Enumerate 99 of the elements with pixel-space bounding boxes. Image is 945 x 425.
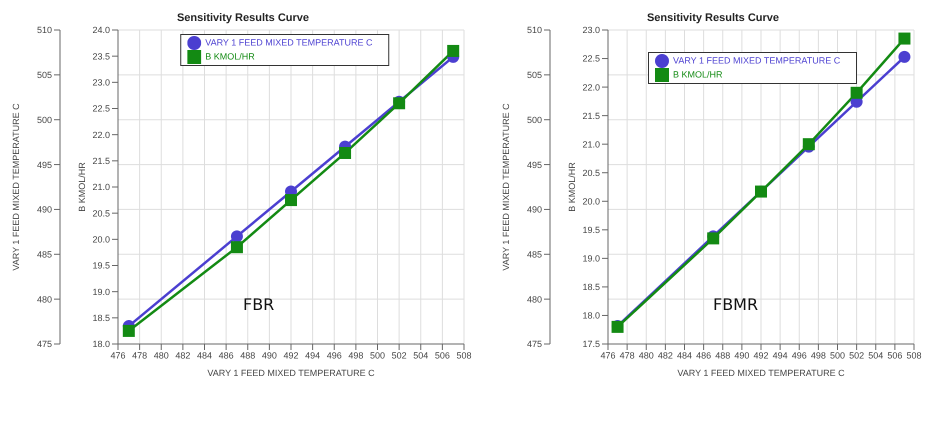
y-tick-label: 490 (526, 204, 542, 215)
y2-tick-label: 19.0 (92, 286, 110, 297)
y2-tick-label: 21.5 (582, 110, 600, 121)
x-tick-label: 496 (792, 350, 807, 360)
x-tick-label: 478 (620, 350, 635, 360)
chart-title: Sensitivity Results Curve (646, 12, 780, 24)
x-tick-label: 506 (434, 350, 450, 360)
y-tick-label: 475 (526, 339, 542, 350)
x-tick-label: 484 (676, 350, 692, 360)
x-tick-label: 486 (696, 350, 712, 360)
y-tick-label: 490 (36, 204, 52, 215)
x-tick-label: 500 (370, 350, 386, 360)
y2-tick-label: 19.0 (582, 254, 600, 264)
x-tick-label: 488 (240, 350, 256, 360)
y-axis-title: VARY 1 FEED MIXED TEMPERATURE C (501, 102, 512, 271)
y2-tick-label: 18.5 (582, 282, 600, 292)
y2-tick-label: 22.5 (92, 104, 110, 114)
y2-tick-label: 24.0 (92, 25, 110, 36)
point (339, 146, 352, 159)
x-tick-label: 504 (868, 350, 884, 360)
y2-axis-title: B KMOL/HR (567, 162, 578, 212)
y2-tick-label: 17.5 (582, 339, 600, 350)
legend-label: VARY 1 FEED MIXED TEMPERATURE C (205, 37, 372, 48)
y2-tick-label: 23.5 (92, 51, 110, 62)
x-tick-label: 504 (413, 350, 428, 360)
y2-tick-label: 20.0 (582, 196, 600, 206)
x-tick-label: 508 (906, 350, 922, 360)
y-axis-title: VARY 1 FEED MIXED TEMPERATURE C (11, 102, 22, 271)
y-tick-label: 495 (526, 160, 542, 170)
annotation: FBR (243, 295, 274, 314)
y-tick-label: 510 (36, 25, 52, 36)
x-tick-label: 486 (218, 350, 234, 360)
legend-label: B KMOL/HR (673, 69, 723, 80)
y-tick-label: 495 (36, 160, 52, 170)
y-tick-label: 505 (526, 70, 542, 80)
y-tick-label: 500 (526, 114, 542, 125)
point (230, 241, 243, 254)
x-tick-label: 492 (753, 350, 769, 360)
y2-tick-label: 18.0 (582, 310, 600, 321)
y2-tick-label: 20.5 (582, 168, 600, 178)
x-tick-label: 508 (456, 350, 472, 360)
y2-axis-title: B KMOL/HR (77, 162, 88, 212)
x-tick-label: 488 (715, 350, 730, 360)
x-tick-label: 502 (392, 350, 407, 360)
y-tick-label: 485 (526, 249, 542, 260)
y2-tick-label: 20.5 (92, 208, 110, 218)
legend-label: B KMOL/HR (205, 51, 255, 62)
y2-tick-label: 23.0 (582, 25, 600, 36)
x-tick-label: 482 (658, 350, 673, 360)
x-tick-label: 500 (830, 350, 846, 360)
y2-tick-label: 18.0 (92, 339, 110, 350)
x-axis-title: VARY 1 FEED MIXED TEMPERATURE C (207, 368, 376, 378)
point (850, 86, 863, 99)
x-tick-label: 502 (849, 350, 864, 360)
x-tick-label: 478 (132, 350, 148, 360)
x-tick-label: 492 (283, 350, 299, 360)
x-tick-label: 494 (772, 350, 788, 360)
point (285, 194, 297, 206)
x-tick-label: 480 (638, 350, 654, 360)
y2-tick-label: 21.0 (92, 182, 110, 192)
y2-tick-label: 22.0 (582, 82, 600, 92)
y-tick-label: 480 (526, 294, 542, 304)
y-tick-label: 510 (526, 25, 542, 36)
y2-tick-label: 22.0 (92, 130, 110, 140)
y2-tick-label: 19.5 (582, 225, 600, 236)
point (447, 44, 460, 57)
y-tick-label: 480 (36, 294, 52, 304)
point (898, 50, 910, 63)
x-tick-label: 496 (326, 350, 342, 360)
x-tick-label: 490 (734, 350, 750, 360)
y2-tick-label: 21.0 (582, 139, 600, 150)
y2-tick-label: 19.5 (92, 260, 110, 271)
x-axis-title: VARY 1 FEED MIXED TEMPERATURE C (677, 368, 846, 378)
y2-tick-label: 20.0 (92, 234, 110, 245)
y-tick-label: 500 (36, 114, 52, 125)
x-tick-label: 494 (305, 350, 320, 360)
point (230, 230, 243, 242)
y2-tick-label: 22.5 (582, 54, 600, 64)
y2-tick-label: 18.5 (92, 313, 110, 324)
x-tick-label: 480 (154, 350, 169, 360)
x-tick-label: 476 (600, 350, 616, 360)
x-tick-label: 482 (175, 350, 190, 360)
x-tick-label: 498 (348, 350, 364, 360)
y2-tick-label: 23.0 (92, 78, 110, 88)
point (122, 324, 135, 337)
point (898, 32, 910, 45)
x-tick-label: 490 (262, 350, 277, 360)
y-tick-label: 475 (36, 339, 52, 350)
point (802, 138, 815, 150)
x-tick-label: 498 (810, 350, 826, 360)
y-tick-label: 505 (36, 70, 52, 80)
x-tick-label: 476 (110, 350, 126, 360)
annotation: FBMR (713, 295, 758, 314)
chart-title: Sensitivity Results Curve (176, 12, 310, 24)
legend-label: VARY 1 FEED MIXED TEMPERATURE C (673, 55, 840, 66)
x-tick-label: 506 (887, 350, 902, 360)
x-tick-label: 484 (196, 350, 212, 360)
y2-tick-label: 21.5 (92, 156, 110, 166)
y-tick-label: 485 (36, 249, 52, 260)
